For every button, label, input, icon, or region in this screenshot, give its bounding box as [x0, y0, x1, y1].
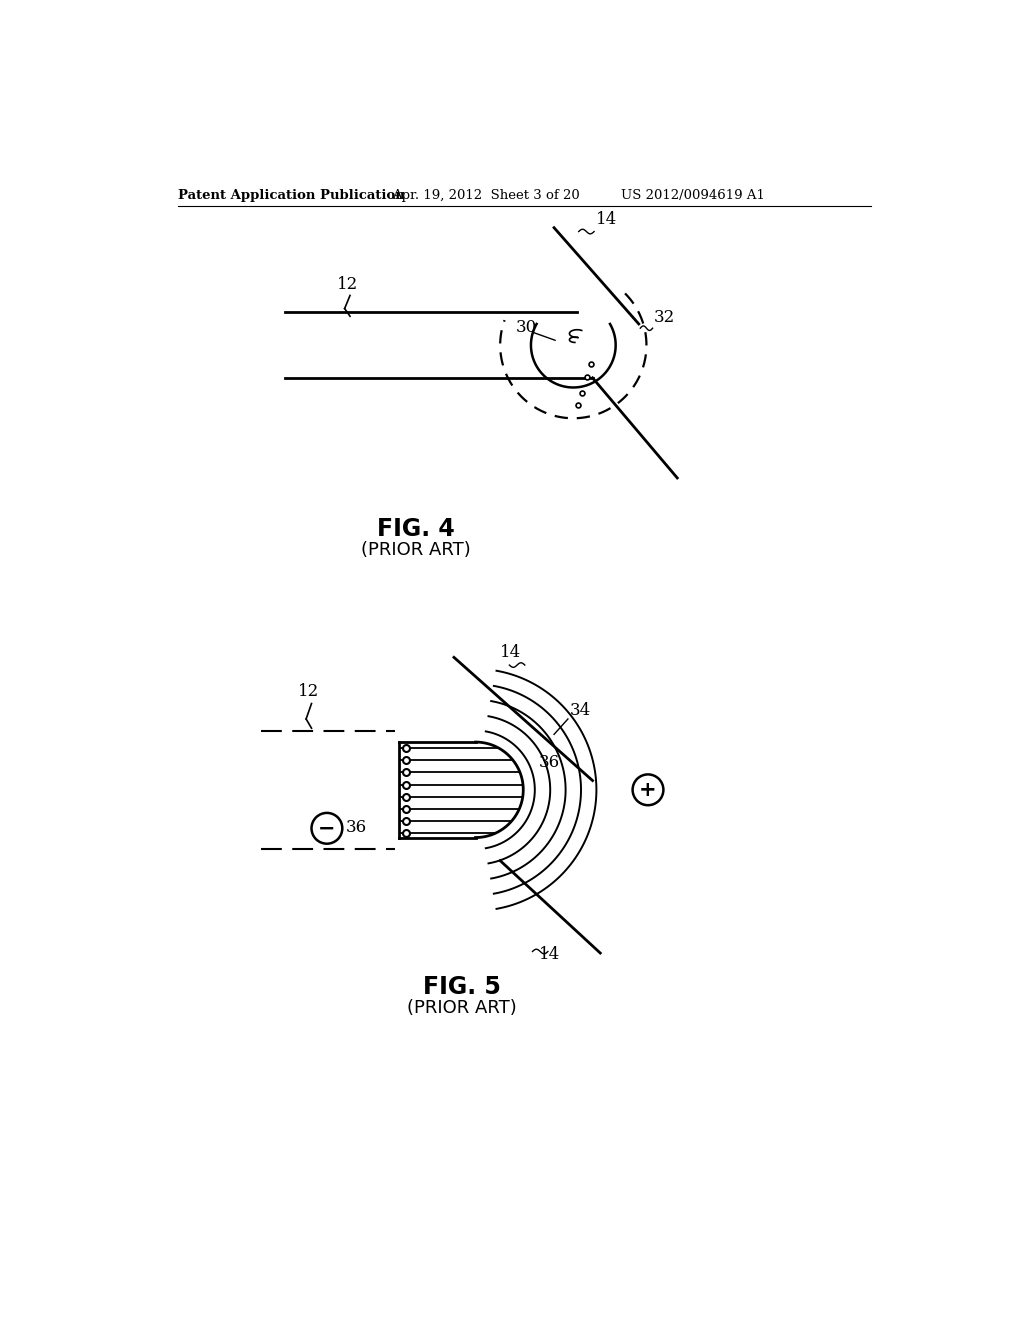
Text: 36: 36 — [345, 820, 367, 836]
Text: US 2012/0094619 A1: US 2012/0094619 A1 — [621, 189, 765, 202]
Text: 14: 14 — [500, 644, 521, 661]
Text: 14: 14 — [596, 211, 617, 228]
Text: (PRIOR ART): (PRIOR ART) — [360, 541, 470, 558]
Text: FIG. 4: FIG. 4 — [377, 516, 455, 541]
Text: +: + — [639, 780, 656, 800]
Text: 32: 32 — [654, 309, 676, 326]
Text: 30: 30 — [515, 318, 537, 335]
Text: Apr. 19, 2012  Sheet 3 of 20: Apr. 19, 2012 Sheet 3 of 20 — [392, 189, 581, 202]
Text: 12: 12 — [337, 276, 358, 293]
Text: −: − — [318, 818, 336, 838]
Text: 36: 36 — [539, 754, 560, 771]
Text: Patent Application Publication: Patent Application Publication — [178, 189, 406, 202]
Text: 12: 12 — [298, 682, 319, 700]
Text: 34: 34 — [569, 702, 591, 719]
Text: FIG. 5: FIG. 5 — [423, 975, 501, 999]
Text: 14: 14 — [539, 946, 560, 964]
Text: (PRIOR ART): (PRIOR ART) — [407, 999, 516, 1018]
